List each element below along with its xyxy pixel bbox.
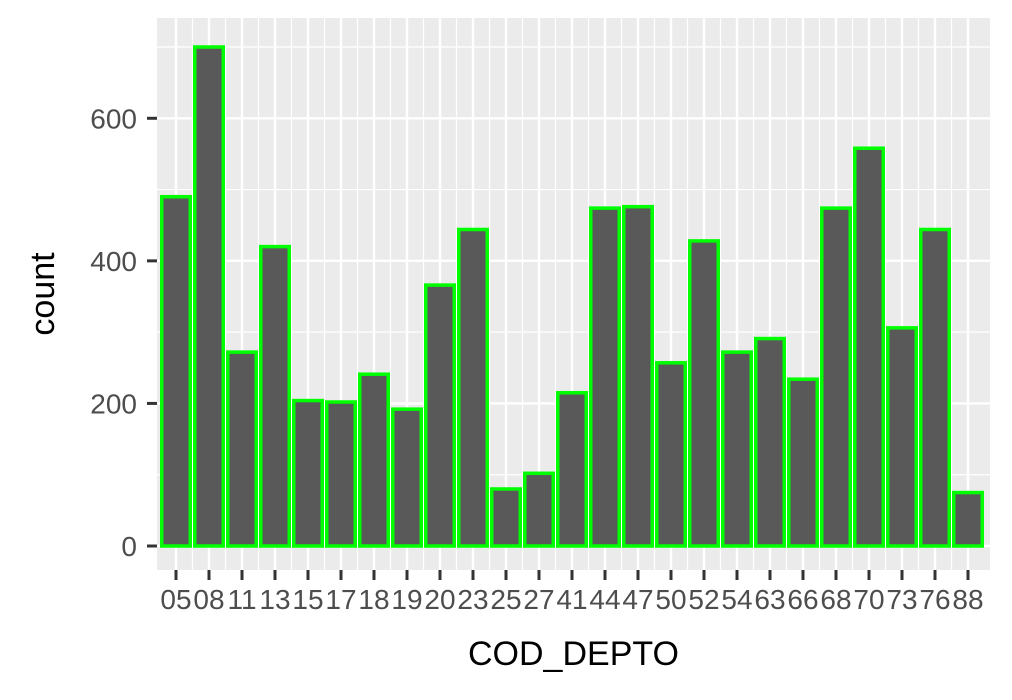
x-tick-label: 66 — [787, 584, 818, 615]
bar-66 — [787, 377, 819, 548]
x-tick-label: 88 — [952, 584, 983, 615]
bar-13 — [259, 244, 291, 548]
x-tick-label: 08 — [193, 584, 224, 615]
x-axis-title: COD_DEPTO — [468, 635, 679, 673]
x-tick-label: 44 — [589, 584, 620, 615]
bar-68 — [820, 206, 852, 548]
x-tick-label: 18 — [358, 584, 389, 615]
x-tick-label: 68 — [820, 584, 851, 615]
bar-20 — [424, 283, 456, 548]
x-tick-label: 15 — [292, 584, 323, 615]
bar-70 — [853, 146, 885, 548]
x-tick-label: 20 — [424, 584, 455, 615]
x-tick-label: 11 — [227, 584, 256, 615]
bar-73 — [886, 326, 918, 548]
bar-76 — [919, 227, 951, 548]
bar-27 — [523, 471, 555, 548]
bar-15 — [292, 398, 324, 548]
x-axis: 05 08 11 13 15 17 18 19 20 23 25 27 41 44 47 50 52 54 63 66… — [160, 570, 984, 615]
bar-50 — [655, 361, 687, 548]
x-tick-label: 50 — [655, 584, 686, 615]
x-tick-label: 41 — [556, 584, 587, 615]
bar-88 — [952, 490, 984, 548]
bar-54 — [721, 350, 753, 548]
bar-23 — [457, 227, 489, 548]
x-tick-label: 13 — [259, 584, 290, 615]
y-axis: 0 200 400 600 — [90, 103, 157, 562]
bar-52 — [688, 239, 720, 548]
x-tick-label: 17 — [325, 584, 356, 615]
x-tick-label: 27 — [523, 584, 554, 615]
bar-47 — [622, 204, 654, 548]
bar-44 — [589, 206, 621, 548]
x-tick-label: 52 — [688, 584, 719, 615]
x-tick-label: 70 — [853, 584, 884, 615]
minor-gridlines — [157, 18, 990, 570]
x-tick-label: 19 — [391, 584, 422, 615]
bar-18 — [358, 372, 390, 548]
bar-05 — [160, 194, 192, 548]
bar-63 — [754, 336, 786, 548]
y-tick-label: 0 — [121, 531, 137, 562]
x-tick-label: 23 — [457, 584, 488, 615]
x-tick-label: 25 — [490, 584, 521, 615]
x-tick-label: 63 — [754, 584, 785, 615]
x-tick-label: 05 — [160, 584, 191, 615]
y-tick-label: 400 — [90, 246, 137, 277]
y-tick-label: 600 — [90, 103, 137, 134]
bar-11 — [226, 350, 258, 548]
x-tick-label: 47 — [622, 584, 653, 615]
x-tick-label: 54 — [721, 584, 752, 615]
bar-19 — [391, 407, 423, 548]
y-axis-title: count — [24, 252, 62, 336]
x-tick-label: 73 — [886, 584, 917, 615]
bars — [160, 45, 984, 548]
x-tick-label: 76 — [919, 584, 950, 615]
y-tick-label: 200 — [90, 388, 137, 419]
bar-25 — [490, 487, 522, 548]
bar-17 — [325, 400, 357, 548]
bar-41 — [556, 390, 588, 548]
bar-08 — [193, 45, 225, 548]
